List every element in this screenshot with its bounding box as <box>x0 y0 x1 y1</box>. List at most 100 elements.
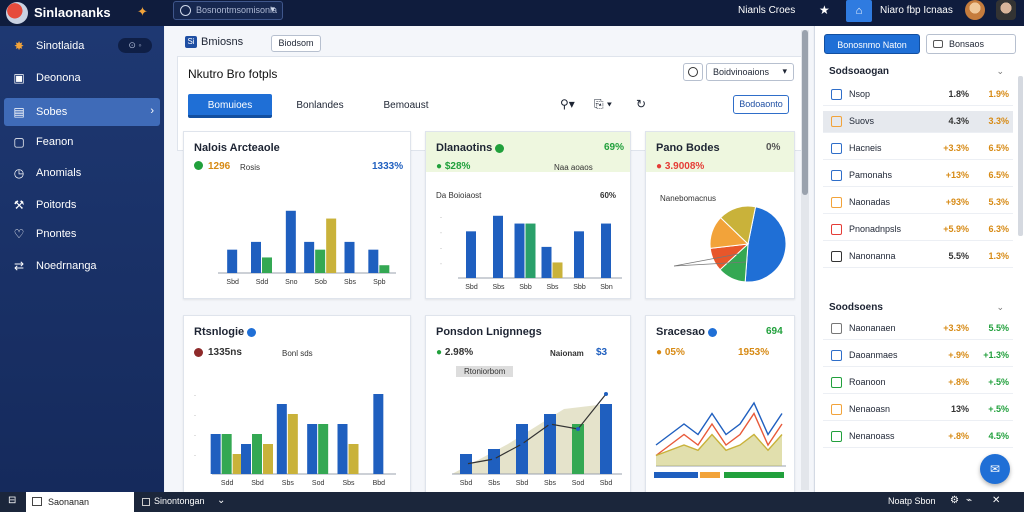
secondary-action-button[interactable]: Bonsaos <box>926 34 1016 54</box>
chevron-down-icon: ▾ <box>270 4 275 14</box>
search-input[interactable]: Bosnontmsomisonla ▾ <box>173 1 283 20</box>
avatar[interactable] <box>965 0 985 20</box>
list-item[interactable]: Nanonanna 5.5% 1.3% <box>823 246 1013 268</box>
scrollbar-thumb[interactable] <box>802 30 808 195</box>
chevron-down-icon[interactable]: ⌄ <box>217 495 226 506</box>
item-icon <box>831 377 842 388</box>
user-name[interactable]: Nianls Croes <box>738 5 796 16</box>
list-item[interactable]: Naonanaen +3.3% 5.5% <box>823 318 1013 340</box>
sidebar-item-sinotlaida[interactable]: ✸ Sinotlaida ⊙ ◦ <box>0 32 164 60</box>
card-kpi: ● 05% <box>656 347 685 358</box>
right-panel: Bonosnmo Naton Bonsaos Sodsoaogan ⌄ Nsop… <box>814 26 1024 492</box>
breadcrumb-label: Bmiosns <box>201 36 244 48</box>
bar <box>344 241 355 273</box>
series-line <box>465 393 607 465</box>
card-kpi: 1296 <box>208 161 231 172</box>
tab-bomuioes[interactable]: Bomuioes <box>188 94 272 118</box>
sidebar-badge[interactable]: ⊙ ◦ <box>118 38 152 53</box>
panel-action-button[interactable]: Bodoaonto <box>733 95 789 114</box>
chart-subtitle: Nanebomacnus <box>660 194 717 203</box>
sidebar-item-deonona[interactable]: ▣ Deonona <box>0 64 164 92</box>
chart-card-pano: Pano Bodes ● 3.9008% 0% Nanebomacnus <box>645 131 795 299</box>
pie-slice <box>719 205 757 245</box>
right-panel-scrollbar[interactable] <box>1018 76 1023 236</box>
item-value: +.8% <box>948 431 969 441</box>
list-item[interactable]: Hacneis +3.3% 6.5% <box>823 138 1013 160</box>
bar <box>600 404 612 474</box>
sidebar-item-label: Poitords <box>36 199 77 211</box>
sidebar: ✸ Sinotlaida ⊙ ◦ ▣ Deonona ▤ Sobes › ▢ F… <box>0 26 164 492</box>
tick-label: · <box>440 261 442 267</box>
sidebar-item-anomials[interactable]: ◷ Anomials <box>0 159 164 187</box>
card-kpi-sub: Bonl sds <box>282 349 313 358</box>
panel-search-button[interactable] <box>683 63 703 81</box>
list-item[interactable]: Daoanmaes +.9% +1.3% <box>823 345 1013 367</box>
home-icon[interactable]: ⌂ <box>846 0 872 22</box>
item-value: +5.9% <box>943 224 969 234</box>
tab-bemoaust[interactable]: Bemoaust <box>376 94 436 118</box>
menu-icon[interactable]: ⊟ <box>8 495 17 506</box>
item-icon <box>831 170 842 181</box>
sidebar-item-poitords[interactable]: ⚒ Poitords <box>0 191 164 219</box>
item-change: 3.3% <box>988 116 1009 126</box>
data-point <box>520 442 524 446</box>
tab-bonlandes[interactable]: Bonlandes <box>290 94 350 118</box>
bottom-tab-active[interactable]: Saonanan <box>26 492 134 512</box>
refresh-icon[interactable]: ↻ <box>636 97 647 111</box>
avatar-secondary[interactable] <box>996 0 1016 20</box>
list-item[interactable]: Suovs 4.3% 3.3% <box>823 111 1013 133</box>
list-item[interactable]: Pamonahs +13% 6.5% <box>823 165 1013 187</box>
panel-select[interactable]: Boidvinoaions ▾ <box>706 63 794 81</box>
zoom-icon[interactable]: ⚲▾ <box>560 97 575 111</box>
tick-label: · <box>440 246 442 252</box>
card-kpi-secondary: 69% <box>604 142 625 153</box>
list-item[interactable]: Roanoon +.8% +.5% <box>823 372 1013 394</box>
sidebar-item-label: Sobes <box>36 106 68 118</box>
item-change: +1.3% <box>983 350 1009 360</box>
settings-icon[interactable]: ⚙ <box>950 495 959 506</box>
list-item[interactable]: Naonadas +93% 5.3% <box>823 192 1013 214</box>
square-icon: ▢ <box>13 135 25 149</box>
tick-label: Sbs <box>546 284 559 291</box>
main-scrollbar[interactable] <box>801 30 809 490</box>
bar <box>307 424 318 474</box>
bar <box>337 424 348 474</box>
chevron-down-icon[interactable]: ⌄ <box>996 302 1004 312</box>
item-name: Nsop <box>849 89 871 99</box>
export-icon[interactable]: ⎘ ▾ <box>594 97 612 111</box>
close-icon[interactable]: ✕ <box>992 495 1001 506</box>
bar <box>488 449 500 474</box>
list-item[interactable]: Pnonadnpsls +5.9% 6.3% <box>823 219 1013 241</box>
list-item[interactable]: Nenanoass +.8% 4.5% <box>823 426 1013 448</box>
button-label: Bonsaos <box>949 39 985 49</box>
bar <box>601 223 611 278</box>
primary-action-button[interactable]: Bonosnmo Naton <box>824 34 920 54</box>
sidebar-item-sobes[interactable]: ▤ Sobes › <box>4 98 160 126</box>
card-title: Rtsnlogie <box>194 326 257 338</box>
item-value: +3.3% <box>943 143 969 153</box>
user-name-secondary[interactable]: Niaro fbp Icnaas <box>880 5 953 16</box>
tick-label: Sbd <box>600 480 613 487</box>
star-icon[interactable]: ★ <box>819 3 830 17</box>
item-icon <box>831 197 842 208</box>
list-item[interactable]: Nenaoasn 13% +.5% <box>823 399 1013 421</box>
window-icon <box>32 497 42 506</box>
item-name: Naonadas <box>849 197 891 207</box>
list-item[interactable]: Nsop 1.8% 1.9% <box>823 84 1013 106</box>
sidebar-item-noedrnanga[interactable]: ⇄ Noedrnanga <box>0 252 164 280</box>
gem-icon[interactable]: ✦ <box>137 4 148 19</box>
bar <box>241 444 251 474</box>
breadcrumb-button[interactable]: Biodsom <box>271 35 321 52</box>
bottom-tab[interactable]: Sinontongan <box>142 496 205 506</box>
sidebar-item-pnontes[interactable]: ♡ Pnontes <box>0 220 164 248</box>
tick-label: · <box>194 453 196 459</box>
wrench-icon: ⚒ <box>13 198 25 212</box>
chevron-down-icon[interactable]: ⌄ <box>996 66 1004 76</box>
item-name: Pnonadnpsls <box>849 224 902 234</box>
item-name: Daoanmaes <box>849 350 898 360</box>
tick-label: Sod <box>572 480 585 487</box>
card-title: Nalois Arcteaole <box>194 142 280 154</box>
chart-subtitle: Da Boioiaost <box>436 191 482 200</box>
chat-fab-icon[interactable]: ✉ <box>980 454 1010 484</box>
sidebar-item-feanon[interactable]: ▢ Feanon <box>0 128 164 156</box>
